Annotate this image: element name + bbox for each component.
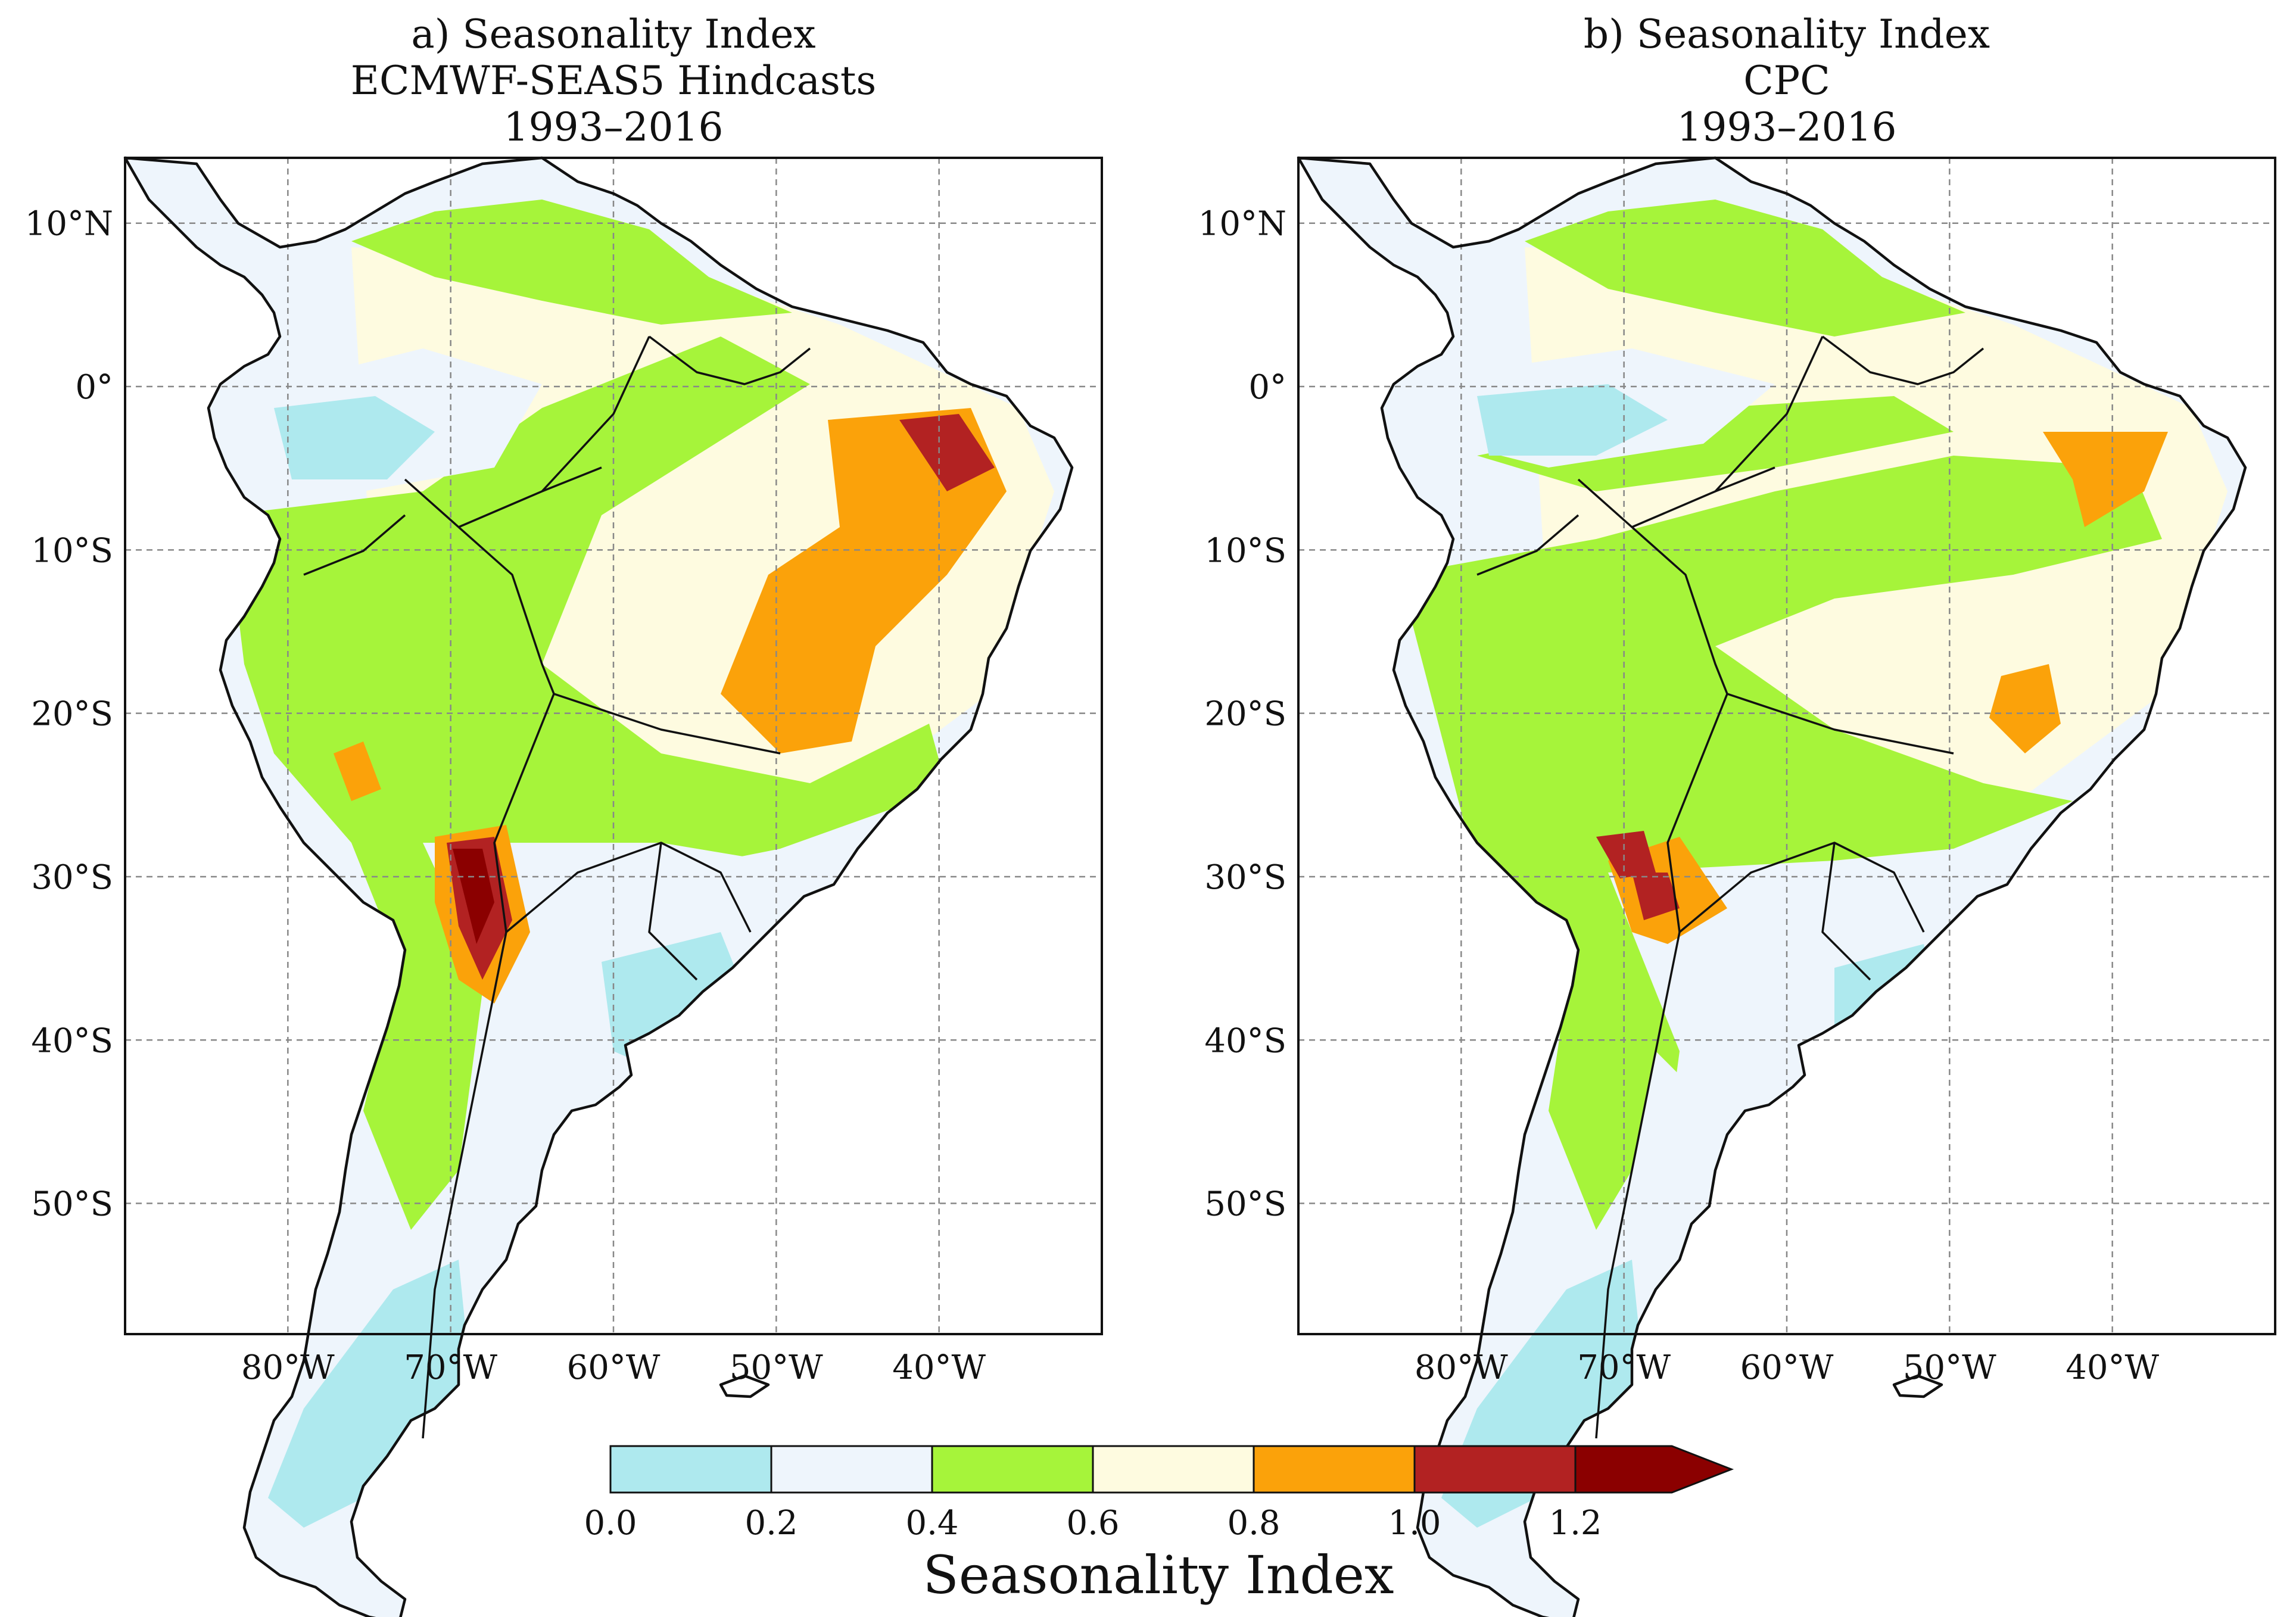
colorbar-title: Seasonality Index [923,1544,1394,1606]
contour-region-13 [1632,873,1680,920]
country-border [649,337,810,384]
colorbar-bin [1253,1445,1416,1494]
panel-title-line: ECMWF-SEAS5 Hindcasts [351,58,876,104]
latitude-tick-label: 30°S [1204,858,1286,897]
country-border [1477,515,1578,575]
panel-title-line: b) Seasonality Index [1584,11,1990,57]
latitude-tick-label: 20°S [1204,695,1286,734]
contour-region-6 [1477,384,1668,456]
country-border [1668,694,1727,932]
country-border [494,694,554,932]
latitude-tick-label: 0° [75,368,113,407]
contour-region-9 [2043,432,2168,527]
colorbar-bin [1092,1445,1255,1494]
contour-region-8 [721,408,1007,753]
colorbar-tick-label: 0.8 [1227,1504,1280,1543]
country-border [554,694,780,753]
longitude-tick-label: 70°W [404,1348,497,1387]
contour-region-12 [1596,831,1656,878]
contour-region-12 [453,849,494,944]
colorbar-tick-label: 0.4 [905,1504,958,1543]
falkland-islands [1894,1376,1942,1397]
contour-region-5 [274,396,435,479]
contour-region-2 [351,200,792,325]
contour-region-13 [334,741,381,801]
falkland-islands [721,1376,768,1397]
country-border [1596,932,1680,1438]
colorbar-tick-label: 0.2 [744,1504,797,1543]
contour-region-9 [899,414,995,491]
latitude-tick-label: 0° [1248,368,1286,407]
contour-region-10 [1989,664,2061,753]
seasonality-contours [226,200,1054,1528]
longitude-tick-label: 50°W [1903,1348,1996,1387]
country-border [1715,337,1823,491]
colorbar-tick-label: 1.2 [1549,1504,1602,1543]
longitude-tick-label: 80°W [1415,1348,1508,1387]
country-border [1823,843,1870,980]
colorbar-extend-max [1574,1445,1734,1494]
longitude-tick-label: 60°W [567,1348,661,1387]
country-border [1823,337,1983,384]
latitude-tick-label: 40°S [31,1021,113,1060]
country-border [423,932,506,1438]
colorbar-bin [770,1445,933,1494]
panel-title-line: 1993–2016 [504,104,724,150]
latitude-tick-label: 30°S [31,858,113,897]
contour-region-7 [268,1260,471,1528]
longitude-tick-label: 40°W [892,1348,986,1387]
colorbar-bin [609,1445,772,1494]
country-border [304,515,405,575]
contour-region-1 [1400,456,2162,1230]
longitude-tick-label: 60°W [1740,1348,1834,1387]
latitude-tick-label: 10°N [25,205,113,244]
latitude-tick-label: 10°S [31,531,113,570]
map-frame [124,157,1103,1335]
latitude-tick-label: 50°S [31,1185,113,1224]
panel-title-line: 1993–2016 [1677,104,1897,150]
colorbar-tick-label: 1.0 [1388,1504,1441,1543]
contour-region-3 [1477,396,1954,491]
latitude-tick-label: 20°S [31,695,113,734]
country-border [1727,694,1954,753]
colorbar-tick-label: 0.6 [1066,1504,1119,1543]
longitude-tick-label: 50°W [730,1348,823,1387]
latitude-tick-label: 40°S [1204,1021,1286,1060]
country-border [542,337,649,491]
colorbar: 0.0 0.2 0.4 0.6 0.8 1.0 1.2 Seasonality Index [584,1445,1734,1606]
country-border [649,843,697,980]
contour-region-1 [226,337,947,1230]
latitude-tick-label: 50°S [1204,1185,1286,1224]
longitude-tick-label: 40°W [2066,1348,2159,1387]
colorbar-tick-label: 0.0 [584,1504,637,1543]
colorbar-bin [931,1445,1094,1494]
contour-region-2 [1525,200,1965,337]
longitude-tick-label: 70°W [1577,1348,1671,1387]
colorbar-bin [1413,1445,1577,1494]
latitude-tick-label: 10°N [1198,205,1286,244]
country-border [405,479,554,694]
latitude-tick-label: 10°S [1204,531,1286,570]
panel-title-line: CPC [1743,58,1830,104]
country-border [1578,479,1727,694]
longitude-tick-label: 80°W [241,1348,335,1387]
panel-title-line: a) Seasonality Index [411,11,815,57]
map-frame [1297,157,2276,1335]
